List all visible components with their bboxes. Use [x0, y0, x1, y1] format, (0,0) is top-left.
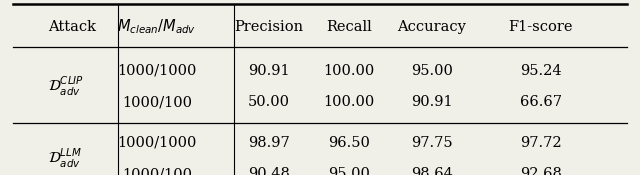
Text: 90.91: 90.91 — [248, 64, 290, 78]
Text: 66.67: 66.67 — [520, 95, 562, 109]
Text: $M_{clean}/M_{adv}$: $M_{clean}/M_{adv}$ — [117, 18, 196, 36]
Text: 95.00: 95.00 — [328, 167, 370, 175]
Text: 50.00: 50.00 — [248, 95, 290, 109]
Text: Accuracy: Accuracy — [397, 20, 467, 34]
Text: 100.00: 100.00 — [323, 95, 374, 109]
Text: 97.72: 97.72 — [520, 136, 562, 150]
Text: 92.68: 92.68 — [520, 167, 562, 175]
Text: Attack: Attack — [48, 20, 96, 34]
Text: 1000/100: 1000/100 — [122, 167, 192, 175]
Text: 90.91: 90.91 — [411, 95, 453, 109]
Text: Recall: Recall — [326, 20, 372, 34]
Text: 1000/1000: 1000/1000 — [117, 64, 196, 78]
Text: 98.97: 98.97 — [248, 136, 290, 150]
Text: $\mathcal{D}_{adv}^{CLIP}$: $\mathcal{D}_{adv}^{CLIP}$ — [48, 75, 84, 98]
Text: 95.24: 95.24 — [520, 64, 562, 78]
Text: 100.00: 100.00 — [323, 64, 374, 78]
Text: 1000/100: 1000/100 — [122, 95, 192, 109]
Text: 1000/1000: 1000/1000 — [117, 136, 196, 150]
Text: $\mathcal{D}_{adv}^{LLM}$: $\mathcal{D}_{adv}^{LLM}$ — [48, 147, 82, 170]
Text: 96.50: 96.50 — [328, 136, 370, 150]
Text: 95.00: 95.00 — [411, 64, 453, 78]
Text: 97.75: 97.75 — [411, 136, 453, 150]
Text: Precision: Precision — [234, 20, 303, 34]
Text: F1-score: F1-score — [509, 20, 573, 34]
Text: 98.64: 98.64 — [411, 167, 453, 175]
Text: 90.48: 90.48 — [248, 167, 290, 175]
